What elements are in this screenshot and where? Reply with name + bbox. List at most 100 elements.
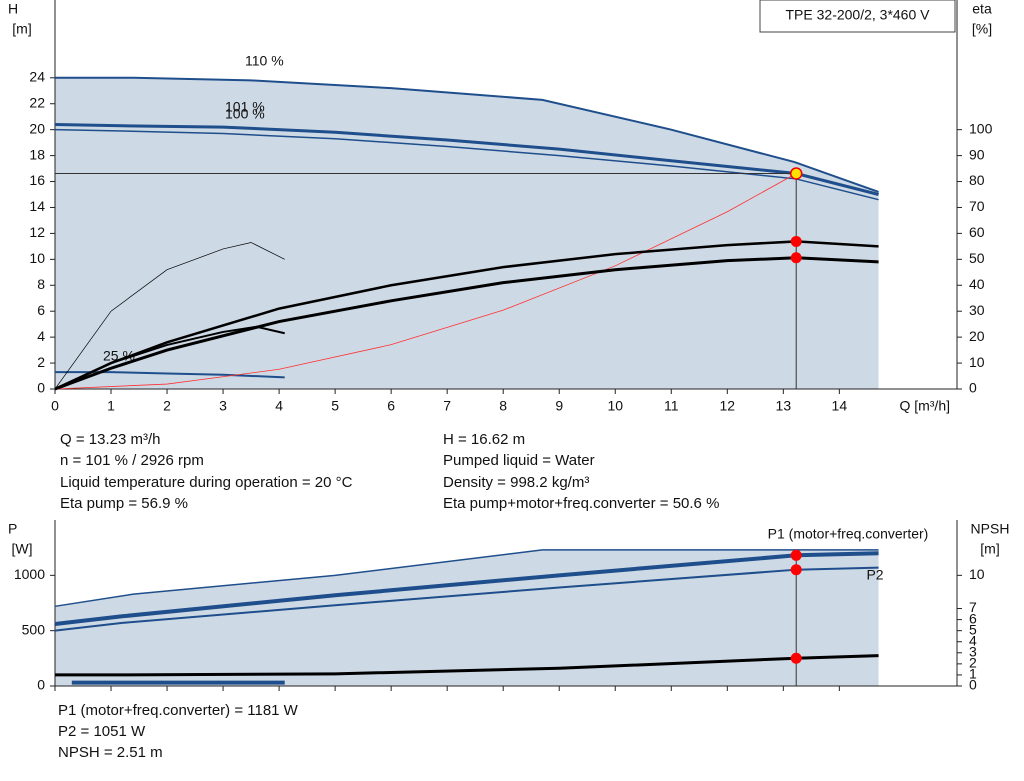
x-tick-label: 9 bbox=[555, 398, 563, 414]
x-tick-label: 13 bbox=[776, 398, 792, 414]
x-tick-label: 1 bbox=[107, 398, 115, 414]
curve-label: 101 % bbox=[225, 99, 265, 115]
y2-axis-label: NPSH bbox=[971, 521, 1010, 537]
curve bbox=[54, 242, 285, 390]
curve bbox=[54, 256, 879, 391]
y2-tick-label: 80 bbox=[969, 172, 985, 188]
curve-label: P1 (motor+freq.converter) bbox=[768, 526, 929, 542]
y-tick-label: 4 bbox=[37, 328, 45, 344]
info-text: Liquid temperature during operation = 20… bbox=[60, 474, 353, 491]
curve bbox=[54, 122, 879, 196]
y-tick-label: 20 bbox=[29, 120, 45, 136]
duty-point bbox=[790, 235, 802, 247]
y-tick-label: 16 bbox=[29, 172, 45, 188]
y2-tick-label: 3 bbox=[969, 644, 977, 660]
y2-tick-label: 70 bbox=[969, 198, 985, 214]
info-text: Q = 13.23 m³/h bbox=[60, 431, 160, 448]
y-tick-label: 0 bbox=[37, 380, 45, 396]
x-tick-label: 3 bbox=[219, 398, 227, 414]
x-tick-label: 2 bbox=[163, 398, 171, 414]
curve bbox=[54, 128, 879, 201]
x-tick-label: 11 bbox=[664, 398, 679, 414]
curve bbox=[54, 240, 879, 391]
info-text: P2 = 1051 W bbox=[58, 723, 146, 740]
info-text: NPSH = 2.51 m bbox=[58, 744, 163, 761]
y2-tick-label: 10 bbox=[969, 566, 985, 582]
curve bbox=[55, 654, 879, 677]
x-tick-label: 10 bbox=[607, 398, 623, 414]
operating-range bbox=[55, 549, 879, 686]
duty-point bbox=[790, 652, 802, 664]
x-tick-label: 4 bbox=[275, 398, 283, 414]
y2-tick-label: 1 bbox=[969, 666, 977, 682]
y-tick-label: 22 bbox=[29, 94, 45, 110]
y-axis-label: H bbox=[8, 1, 18, 17]
y-tick-label: 10 bbox=[29, 250, 45, 266]
x-tick-label: 5 bbox=[331, 398, 339, 414]
y2-axis-label: [%] bbox=[972, 21, 992, 37]
y2-axis-label: eta bbox=[972, 1, 992, 17]
x-tick-label: 14 bbox=[832, 398, 848, 414]
duty-point bbox=[789, 167, 803, 180]
info-text: H = 16.62 m bbox=[443, 431, 525, 448]
y2-tick-label: 90 bbox=[969, 146, 985, 162]
x-tick-label: 6 bbox=[387, 398, 395, 414]
title-box bbox=[759, 0, 956, 33]
y-tick-label: 1000 bbox=[14, 566, 45, 582]
info-text: P1 (motor+freq.converter) = 1181 W bbox=[58, 702, 299, 719]
x-tick-label: 7 bbox=[443, 398, 451, 414]
y2-tick-label: 0 bbox=[969, 380, 977, 396]
y2-tick-label: 2 bbox=[969, 655, 977, 671]
curve bbox=[54, 325, 285, 390]
y2-tick-label: 0 bbox=[969, 677, 977, 693]
curve bbox=[54, 173, 797, 390]
y2-tick-label: 10 bbox=[969, 354, 985, 370]
info-text: Pumped liquid = Water bbox=[443, 452, 595, 469]
y-tick-label: 24 bbox=[29, 69, 45, 85]
y2-tick-label: 100 bbox=[969, 120, 993, 136]
curve-label: P2 bbox=[866, 567, 883, 583]
curve bbox=[54, 549, 879, 608]
y2-tick-label: 30 bbox=[969, 302, 985, 318]
y2-tick-label: 5 bbox=[969, 621, 977, 637]
duty-point bbox=[790, 549, 802, 561]
curve-label: 100 % bbox=[225, 106, 265, 122]
info-text: Density = 998.2 kg/m³ bbox=[443, 474, 589, 491]
y-tick-label: 0 bbox=[37, 677, 45, 693]
x-tick-label: 12 bbox=[720, 398, 736, 414]
y2-tick-label: 7 bbox=[969, 599, 977, 615]
y-tick-label: 14 bbox=[29, 198, 45, 214]
y-tick-label: 18 bbox=[29, 146, 45, 162]
x-axis-label: Q [m³/h] bbox=[899, 398, 950, 414]
y-tick-label: 12 bbox=[29, 224, 45, 240]
y-axis-label: [W] bbox=[12, 541, 33, 557]
x-tick-label: 0 bbox=[51, 398, 59, 414]
chart-title: TPE 32-200/2, 3*460 V bbox=[786, 7, 931, 23]
y2-axis-label: [m] bbox=[980, 541, 999, 557]
curve bbox=[54, 566, 879, 632]
y-axis-label: [m] bbox=[12, 21, 31, 37]
y-tick-label: 2 bbox=[37, 354, 45, 370]
y-tick-label: 500 bbox=[22, 621, 46, 637]
y2-tick-label: 4 bbox=[969, 632, 977, 648]
duty-point bbox=[790, 564, 802, 576]
operating-range bbox=[55, 77, 879, 390]
info-text: n = 101 % / 2926 rpm bbox=[60, 452, 204, 469]
curve bbox=[54, 551, 879, 627]
y2-tick-label: 40 bbox=[969, 276, 985, 292]
y-axis-label: P bbox=[8, 521, 17, 537]
curve-label: 110 % bbox=[245, 53, 284, 69]
duty-point bbox=[790, 252, 802, 264]
y2-tick-label: 20 bbox=[969, 328, 985, 344]
curve bbox=[55, 76, 879, 193]
info-text: Eta pump+motor+freq.converter = 50.6 % bbox=[443, 495, 719, 512]
y-tick-label: 8 bbox=[37, 276, 45, 292]
y-tick-label: 6 bbox=[37, 302, 45, 318]
info-text: Eta pump = 56.9 % bbox=[60, 495, 188, 512]
curve-label: 25 % bbox=[103, 348, 135, 364]
y2-tick-label: 60 bbox=[969, 224, 985, 240]
x-tick-label: 8 bbox=[499, 398, 507, 414]
y2-tick-label: 50 bbox=[969, 250, 985, 266]
y2-tick-label: 6 bbox=[969, 610, 977, 626]
